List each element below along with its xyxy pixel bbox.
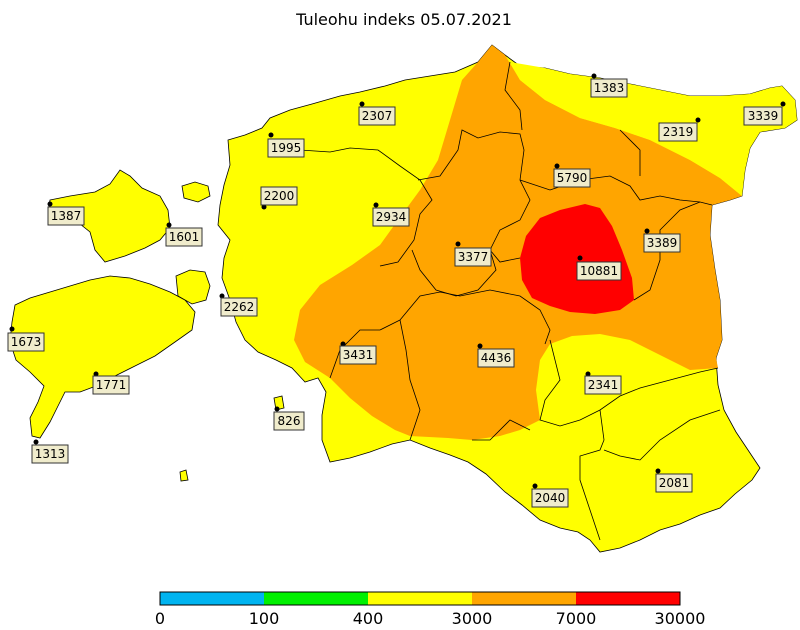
legend-segment — [472, 592, 576, 605]
station-value: 2200 — [264, 189, 295, 203]
station-point: 2081 — [655, 468, 693, 493]
station-value: 2262 — [224, 300, 255, 314]
legend-frame — [159, 591, 681, 606]
station-value: 1995 — [271, 141, 302, 155]
station-value: 2040 — [535, 491, 566, 505]
station-value: 826 — [278, 414, 301, 428]
vormsi-island — [181, 181, 211, 203]
station-point: 1313 — [31, 439, 69, 464]
legend-tick-label: 400 — [353, 609, 384, 628]
orange-zone — [294, 45, 742, 440]
station-point: 1995 — [267, 132, 305, 158]
station-value: 2319 — [663, 125, 694, 139]
station-value: 1383 — [594, 81, 625, 95]
legend-segment — [264, 592, 368, 605]
station-value: 1387 — [51, 209, 82, 223]
station-value: 1771 — [96, 378, 127, 392]
station-point: 3431 — [339, 341, 377, 365]
station-value: 5790 — [557, 171, 588, 185]
station-value: 3377 — [458, 250, 489, 264]
station-point: 4436 — [477, 343, 515, 368]
station-point: 3339 — [743, 101, 786, 126]
station-point: 2341 — [584, 371, 622, 395]
station-point: 2200 — [260, 186, 298, 210]
station-value: 2934 — [376, 210, 407, 224]
colorbar-legend: 0 100 400 3000 7000 30000 — [155, 591, 706, 628]
station-value: 2341 — [588, 378, 619, 392]
legend-tick-label: 30000 — [655, 609, 706, 628]
station-value: 1601 — [169, 230, 200, 244]
legend-segment — [160, 592, 264, 605]
saaremaa-island — [9, 275, 196, 439]
station-point: 10881 — [576, 255, 622, 281]
station-value: 2307 — [362, 109, 393, 123]
station-point: 1387 — [47, 201, 85, 226]
red-zone — [520, 204, 634, 314]
station-point: 826 — [273, 406, 305, 431]
station-markers: 1383 3339 2307 2319 1995 5790 — [7, 73, 786, 508]
station-value: 3339 — [748, 109, 779, 123]
legend-tick-label: 7000 — [556, 609, 597, 628]
station-value: 2081 — [659, 476, 690, 490]
station-value: 10881 — [580, 264, 618, 278]
map-title: Tuleohu indeks 05.07.2021 — [296, 10, 512, 29]
station-value: 1673 — [11, 335, 42, 349]
legend-tick-label: 100 — [249, 609, 280, 628]
station-point: 1383 — [590, 73, 628, 98]
muhu-island — [175, 269, 211, 305]
station-point: 3389 — [643, 228, 681, 253]
station-point: 2040 — [531, 483, 569, 508]
legend-tick-label: 3000 — [452, 609, 493, 628]
station-point: 1771 — [92, 371, 130, 395]
legend-tick-label: 0 — [155, 609, 165, 628]
station-value: 1313 — [35, 447, 66, 461]
northeast-yellow-zone — [510, 62, 797, 196]
station-point: 2307 — [358, 101, 396, 126]
station-point: 2934 — [372, 202, 410, 227]
station-point: 3377 — [454, 241, 492, 267]
station-point: 1673 — [7, 326, 45, 352]
station-value: 3389 — [647, 236, 678, 250]
station-point: 1601 — [165, 222, 203, 247]
station-value: 4436 — [481, 351, 512, 365]
ruhnu-island — [179, 469, 189, 482]
station-value: 3431 — [343, 348, 374, 362]
station-point: 2262 — [219, 293, 258, 317]
legend-segment — [576, 592, 680, 605]
station-point: 5790 — [553, 163, 591, 188]
station-point: 2319 — [658, 117, 701, 142]
kihnu-island — [273, 395, 285, 411]
legend-segment — [368, 592, 472, 605]
